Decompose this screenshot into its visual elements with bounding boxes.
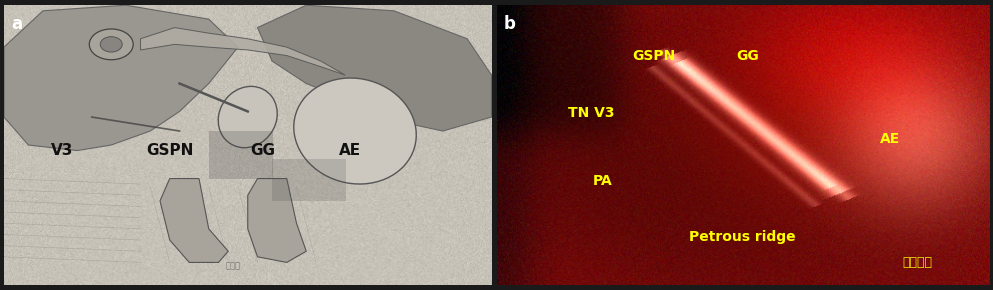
Ellipse shape bbox=[89, 29, 133, 60]
Text: b: b bbox=[503, 15, 515, 33]
Ellipse shape bbox=[294, 78, 416, 184]
Text: Petrous ridge: Petrous ridge bbox=[689, 230, 796, 244]
Text: PA: PA bbox=[593, 174, 613, 188]
Text: V3: V3 bbox=[52, 143, 73, 158]
Polygon shape bbox=[248, 179, 306, 262]
Text: TN V3: TN V3 bbox=[568, 106, 615, 120]
Text: GG: GG bbox=[250, 143, 275, 158]
Polygon shape bbox=[257, 5, 492, 131]
Text: 𝓁𝒽𝓎: 𝓁𝒽𝓎 bbox=[225, 261, 240, 270]
Polygon shape bbox=[140, 28, 346, 75]
Text: AE: AE bbox=[339, 143, 361, 158]
Polygon shape bbox=[160, 179, 228, 262]
Text: AE: AE bbox=[881, 133, 901, 146]
Text: GSPN: GSPN bbox=[633, 48, 675, 63]
Text: GG: GG bbox=[737, 48, 759, 63]
Text: GSPN: GSPN bbox=[146, 143, 194, 158]
Text: 神外资讯: 神外资讯 bbox=[903, 256, 932, 269]
Ellipse shape bbox=[100, 37, 122, 52]
Ellipse shape bbox=[218, 86, 277, 148]
Text: a: a bbox=[11, 15, 23, 33]
Polygon shape bbox=[4, 5, 238, 151]
